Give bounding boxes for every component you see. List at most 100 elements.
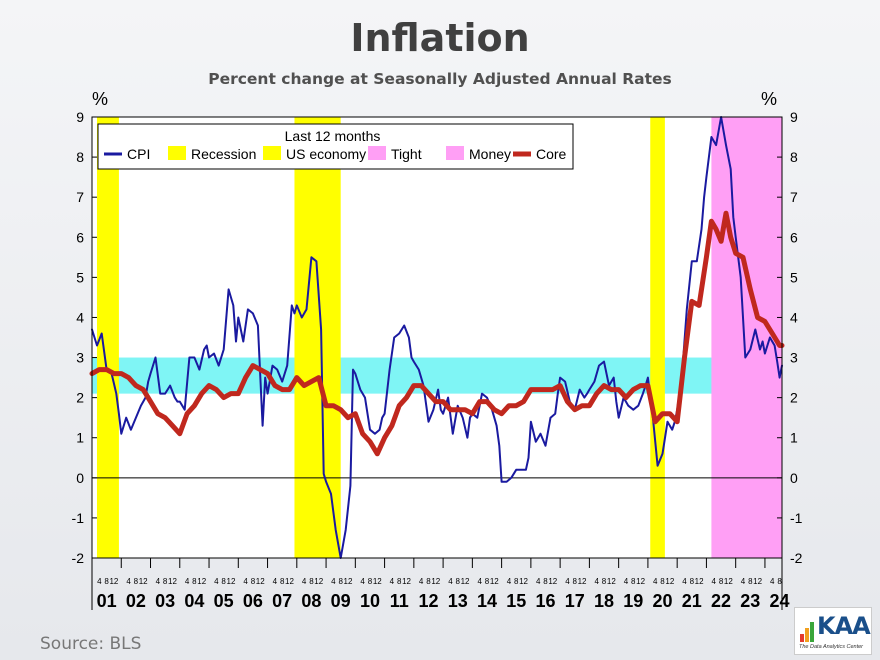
- month-tick-label: 12: [285, 577, 294, 586]
- recession-shading-1: [96, 117, 119, 558]
- month-tick-label: 12: [490, 577, 499, 586]
- month-tick-label: 12: [256, 577, 265, 586]
- year-label: 01: [97, 591, 117, 610]
- month-tick-label: 12: [168, 577, 177, 586]
- month-tick-label: 4: [565, 577, 570, 586]
- month-tick-label: 4: [214, 577, 219, 586]
- y-tick-label-right: 6: [790, 229, 798, 245]
- year-label: 05: [214, 591, 234, 610]
- month-tick-label: 8: [104, 577, 109, 586]
- year-label: 08: [301, 591, 321, 610]
- month-tick-label: 4: [156, 577, 161, 586]
- year-label: 13: [448, 591, 468, 610]
- y-tick-label-right: -2: [790, 550, 803, 566]
- month-tick-label: 4: [302, 577, 307, 586]
- y-tick-label-right: 9: [790, 109, 798, 125]
- chart-title: Inflation: [350, 16, 530, 60]
- month-tick-label: 8: [456, 577, 461, 586]
- month-tick-label: 8: [338, 577, 343, 586]
- month-tick-label: 8: [368, 577, 373, 586]
- legend-label-recession: Recession: [191, 146, 256, 162]
- y-tick-label-right: 5: [790, 269, 798, 285]
- month-tick-label: 4: [594, 577, 599, 586]
- month-tick-label: 4: [419, 577, 424, 586]
- month-tick-label: 12: [461, 577, 470, 586]
- y-tick-label-right: -1: [790, 510, 803, 526]
- y-unit-label-left: %: [92, 89, 108, 109]
- year-label: 17: [565, 591, 585, 610]
- month-tick-label: 8: [573, 577, 578, 586]
- y-tick-label-left: 5: [76, 269, 84, 285]
- legend-label-money: Money: [469, 146, 511, 162]
- year-label: 19: [623, 591, 643, 610]
- month-tick-label: 12: [402, 577, 411, 586]
- year-label: 07: [272, 591, 292, 610]
- month-tick-label: 4: [536, 577, 541, 586]
- month-tick-label: 4: [507, 577, 512, 586]
- month-tick-label: 4: [390, 577, 395, 586]
- legend-label-core: Core: [536, 146, 567, 162]
- plot-area: [92, 117, 782, 558]
- month-tick-label: 12: [431, 577, 440, 586]
- month-tick-label: 12: [695, 577, 704, 586]
- legend-label-us-economy: US economy: [286, 146, 366, 162]
- legend-swatch-tight: [368, 146, 386, 160]
- month-tick-label: 4: [448, 577, 453, 586]
- month-tick-label: 12: [724, 577, 733, 586]
- series-cpi-line: [91, 116, 783, 559]
- month-tick-label: 8: [631, 577, 636, 586]
- legend-swatch-us-economy: [263, 146, 281, 160]
- y-tick-label-left: 1: [76, 430, 84, 446]
- month-tick-label: 8: [134, 577, 139, 586]
- month-tick-label: 8: [485, 577, 490, 586]
- logo-tagline: The Data Analytics Center: [799, 644, 863, 650]
- year-label: 11: [390, 591, 409, 610]
- y-tick-label-right: 4: [790, 309, 798, 325]
- month-tick-label: 8: [309, 577, 314, 586]
- legend-label-tight: Tight: [391, 146, 422, 162]
- chart-legend: Last 12 months CPI Recession US economy Tigh…: [97, 123, 574, 170]
- month-tick-label: 4: [331, 577, 336, 586]
- kaa-logo: KAA The Data Analytics Center: [794, 607, 872, 655]
- year-label: 18: [594, 591, 614, 610]
- y-tick-label-left: 0: [76, 470, 84, 486]
- year-label: 24: [770, 591, 790, 610]
- month-tick-label: 8: [543, 577, 548, 586]
- month-tick-label: 4: [770, 577, 775, 586]
- y-tick-label-left: 3: [76, 350, 84, 366]
- month-tick-label: 8: [280, 577, 285, 586]
- recession-shading-2: [294, 117, 341, 558]
- logo-bars-icon: [800, 618, 816, 642]
- month-tick-label: 8: [690, 577, 695, 586]
- month-tick-label: 12: [139, 577, 148, 586]
- source-note: Source: BLS: [40, 634, 142, 654]
- y-tick-label-right: 3: [790, 350, 798, 366]
- chart-series-layer: [89, 116, 785, 559]
- month-tick-label: 8: [192, 577, 197, 586]
- month-tick-label: 8: [777, 577, 782, 586]
- chart-subtitle: Percent change at Seasonally Adjusted An…: [208, 70, 672, 88]
- month-tick-label: 12: [197, 577, 206, 586]
- year-label: 14: [477, 591, 497, 610]
- month-tick-label: 12: [344, 577, 353, 586]
- year-label: 03: [155, 591, 175, 610]
- month-tick-label: 12: [314, 577, 323, 586]
- month-tick-label: 8: [397, 577, 402, 586]
- y-tick-label-left: 6: [76, 229, 84, 245]
- month-tick-label: 8: [660, 577, 665, 586]
- year-label: 02: [126, 591, 146, 610]
- y-tick-label-left: 2: [76, 390, 84, 406]
- year-label: 21: [682, 591, 702, 610]
- month-tick-label: 8: [719, 577, 724, 586]
- y-unit-label-right: %: [761, 89, 777, 109]
- y-tick-label-left: 8: [76, 149, 84, 165]
- month-tick-label: 8: [514, 577, 519, 586]
- month-tick-label: 12: [519, 577, 528, 586]
- y-tick-label-left: -1: [72, 510, 85, 526]
- recession-shading-3: [650, 117, 665, 558]
- y-tick-label-right: 7: [790, 189, 798, 205]
- month-tick-label: 12: [636, 577, 645, 586]
- month-tick-label: 4: [741, 577, 746, 586]
